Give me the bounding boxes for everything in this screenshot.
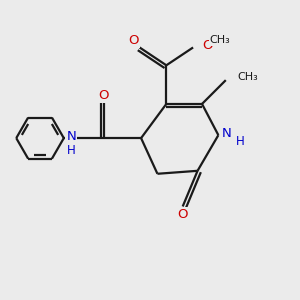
Text: O: O [99, 88, 109, 101]
Text: N: N [222, 127, 232, 140]
Text: N: N [66, 130, 76, 143]
Text: O: O [177, 208, 188, 221]
Text: H: H [67, 144, 76, 157]
Text: O: O [202, 40, 212, 52]
Text: O: O [128, 34, 139, 47]
Text: H: H [236, 135, 244, 148]
Text: CH₃: CH₃ [209, 35, 230, 45]
Text: CH₃: CH₃ [237, 72, 258, 82]
